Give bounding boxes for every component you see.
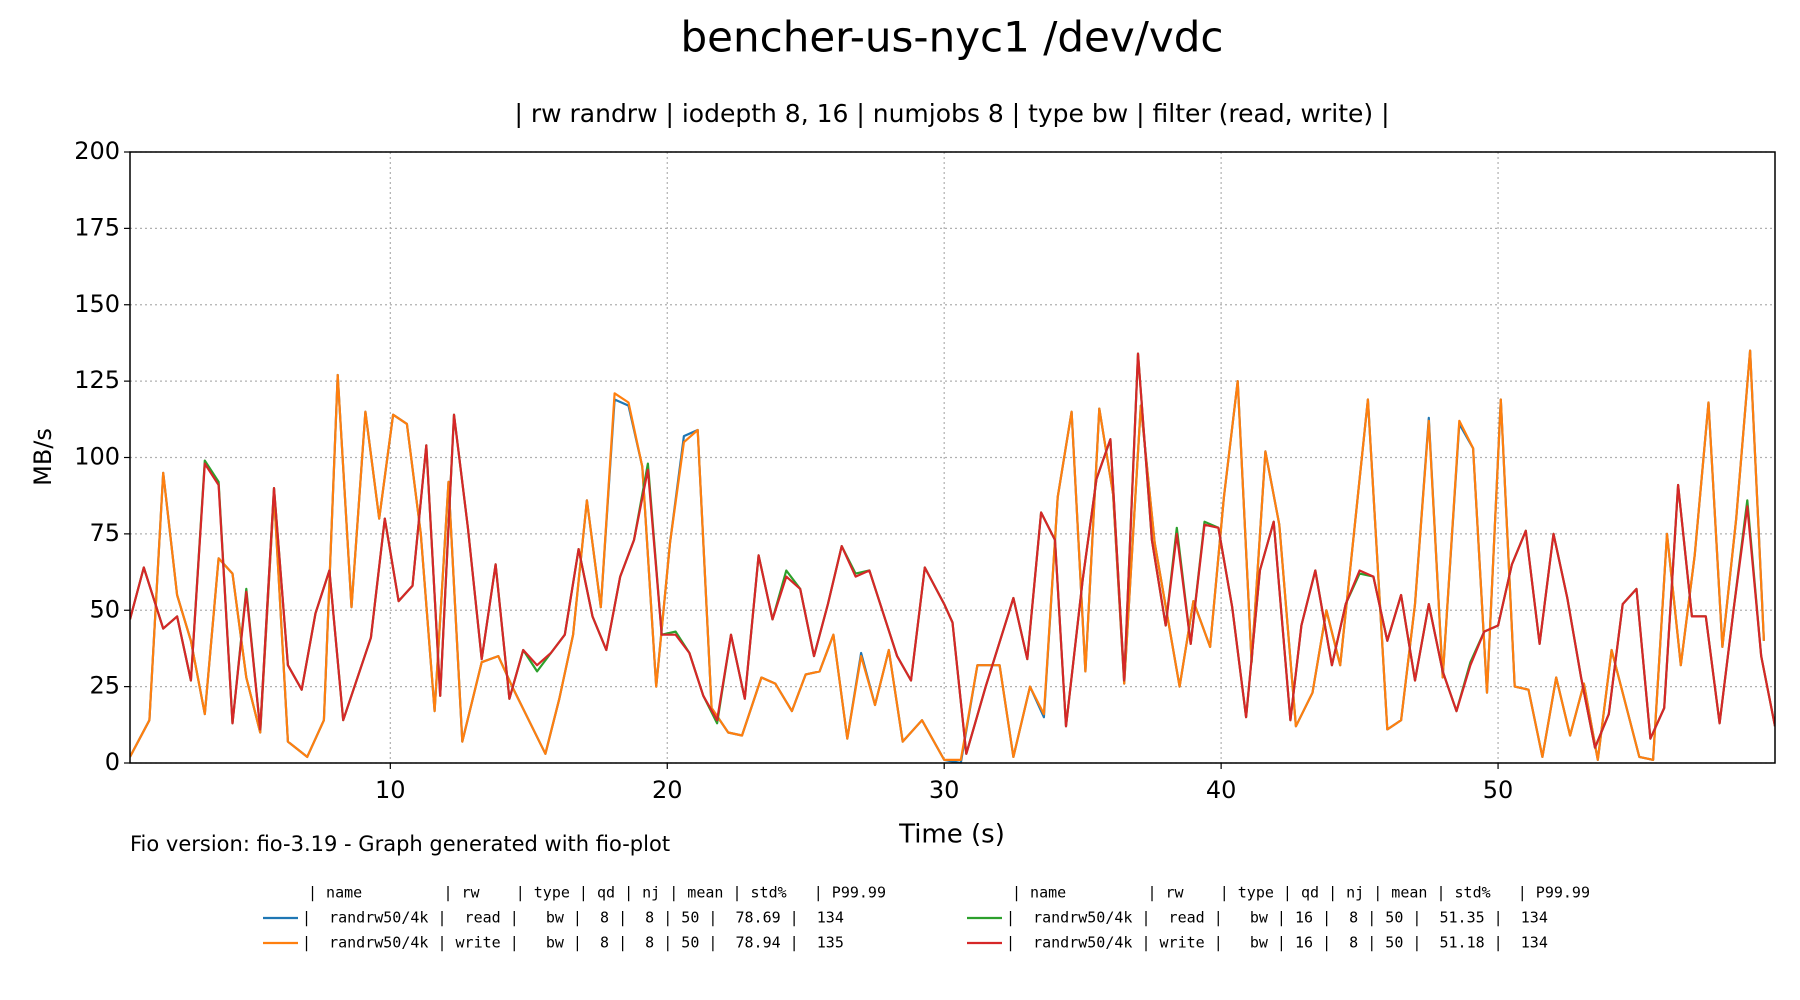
legend-header: | name | rw | type | qd | nj | mean | st… (308, 884, 886, 902)
x-axis-label: Time (s) (898, 820, 1005, 850)
y-tick-label: 125 (74, 366, 120, 394)
y-tick-label: 50 (89, 595, 120, 623)
legend-label: | randrw50/4k | write | bw | 8 | 8 | 50 … (302, 934, 844, 952)
chart-title: bencher-us-nyc1 /dev/vdc (681, 13, 1224, 62)
chart-subtitle: | rw randrw | iodepth 8, 16 | numjobs 8 … (514, 99, 1389, 128)
y-tick-label: 75 (89, 519, 120, 547)
series-line (130, 352, 1775, 755)
legend-label: | randrw50/4k | read | bw | 8 | 8 | 50 |… (302, 909, 844, 927)
series-line (130, 349, 1765, 761)
y-axis-label: MB/s (29, 428, 57, 486)
x-tick-label: 20 (652, 776, 683, 804)
footer-note: Fio version: fio-3.19 - Graph generated … (130, 832, 670, 856)
x-tick-label: 30 (929, 776, 960, 804)
y-tick-label: 100 (74, 443, 120, 471)
x-tick-label: 50 (1483, 776, 1514, 804)
y-tick-label: 25 (89, 672, 120, 700)
y-tick-label: 150 (74, 290, 120, 318)
legend: | name | rw | type | qd | nj | mean | st… (263, 884, 1590, 952)
y-tick-label: 200 (74, 137, 120, 165)
y-tick-label: 175 (74, 213, 120, 241)
legend-header: | name | rw | type | qd | nj | mean | st… (1012, 884, 1590, 902)
legend-label: | randrw50/4k | read | bw | 16 | 8 | 50 … (1006, 909, 1548, 927)
legend-label: | randrw50/4k | write | bw | 16 | 8 | 50… (1006, 934, 1548, 952)
axis-ticks: 0 25 50 75 100 125 150 175 200 10 20 30 40 50 (74, 137, 1513, 804)
y-tick-label: 0 (105, 748, 120, 776)
x-tick-label: 10 (375, 776, 406, 804)
plot-lines (130, 349, 1775, 763)
x-tick-label: 40 (1206, 776, 1237, 804)
